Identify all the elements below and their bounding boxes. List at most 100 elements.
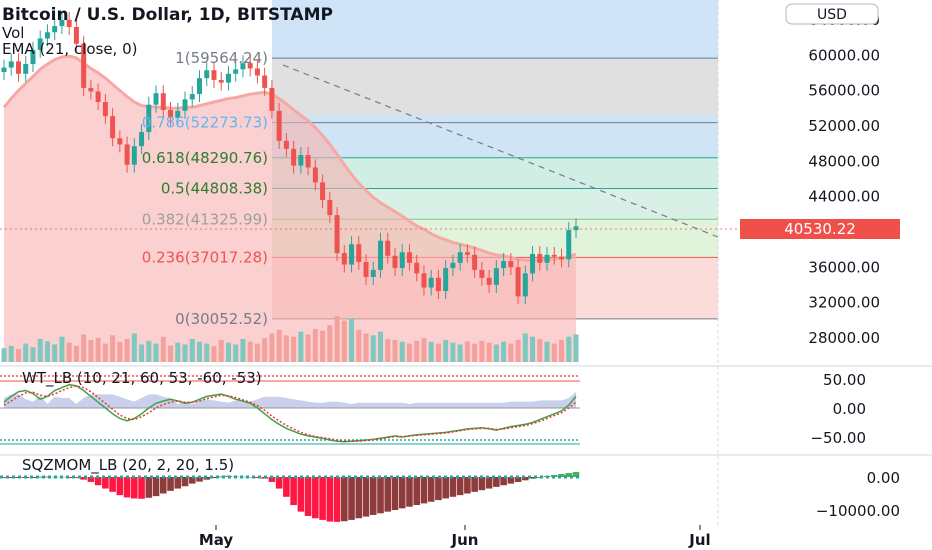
sqz-bar <box>398 477 406 509</box>
sqz-bar <box>275 477 283 489</box>
sqz-bar <box>87 477 95 482</box>
volume-legend[interactable]: Vol <box>2 24 24 42</box>
symbol-title[interactable]: Bitcoin / U.S. Dollar, 1D, BITSTAMP <box>2 5 333 25</box>
wt-pane[interactable] <box>0 375 580 445</box>
sqz-bar <box>196 477 203 482</box>
volume-bar <box>102 343 108 362</box>
sqz-bar <box>464 477 471 494</box>
candle-body <box>254 68 260 76</box>
volume-bar <box>515 339 521 362</box>
candle-body <box>312 167 318 183</box>
candle-body <box>146 104 152 133</box>
volume-bar <box>44 341 50 362</box>
sqz-bar <box>319 477 326 520</box>
candle-body <box>23 64 29 74</box>
fib-level-label: 0.5(44808.38) <box>161 180 268 198</box>
volume-bar <box>254 343 260 362</box>
sqz-legend[interactable]: SQZMOM_LB (20, 2, 20, 1.5) <box>22 456 234 475</box>
sqz-bar <box>572 472 580 477</box>
sqz-axis[interactable]: 0.00 −10000.00 <box>816 469 900 520</box>
volume-bar <box>262 338 268 362</box>
volume-bar <box>472 343 478 362</box>
candle-body <box>392 255 398 269</box>
sqz-bar <box>188 477 196 484</box>
candle-body <box>37 38 43 50</box>
sqz-bar <box>174 477 182 489</box>
ema-legend[interactable]: EMA (21, close, 0) <box>2 40 138 58</box>
price-tick-label: 36000.00 <box>808 258 880 276</box>
volume-bar <box>305 334 311 362</box>
candle-body <box>225 73 231 83</box>
currency-badge[interactable] <box>785 3 879 25</box>
sqz-bar <box>181 477 189 487</box>
candle-body <box>182 99 188 111</box>
wt-axis[interactable]: 50.00 0.00 −50.00 <box>810 371 866 447</box>
fib-level-label: 0.236(37017.28) <box>142 248 268 266</box>
candle-body <box>559 256 565 260</box>
sqz-bar <box>326 477 334 522</box>
volume-bar <box>530 336 536 362</box>
sqz-bar <box>138 477 145 499</box>
time-tick-label: May <box>199 531 234 549</box>
volume-bar <box>341 320 347 362</box>
sqz-bar <box>369 477 377 515</box>
volume-bar <box>435 343 441 362</box>
sqz-bar <box>420 477 428 504</box>
sqz-bar <box>80 477 87 480</box>
trendline[interactable] <box>282 64 719 238</box>
candle-body <box>124 144 130 165</box>
sqz-bar <box>7 477 15 478</box>
price-axis[interactable]: 64000.0060000.0056000.0052000.0048000.00… <box>808 11 880 347</box>
volume-bar <box>211 345 217 362</box>
candle-body <box>44 32 50 39</box>
sqz-bar <box>44 476 51 478</box>
wt1-line <box>3 383 577 443</box>
price-pane[interactable]: 1(59564.24) 0.786(52273.73) 0.618(48290.76… <box>0 0 740 362</box>
volume-bar <box>334 316 340 362</box>
volume-bar <box>428 341 434 362</box>
candle-body <box>472 254 478 270</box>
candle-body <box>501 261 507 269</box>
candle-body <box>508 261 514 268</box>
volume-bar <box>356 329 362 362</box>
volume-bar <box>349 318 355 362</box>
sqz-bar <box>478 477 486 491</box>
candle-body <box>95 91 101 103</box>
sqz-bar <box>116 477 124 496</box>
candle-body <box>73 26 79 44</box>
sqz-bar <box>159 477 167 494</box>
sqz-bar <box>167 477 174 491</box>
sqz-bar <box>362 477 370 517</box>
fib-band-1 <box>272 60 718 115</box>
candle-body <box>320 182 326 201</box>
volume-bar <box>363 333 369 362</box>
volume-bar <box>196 341 202 362</box>
sqz-bar <box>94 477 102 486</box>
candle-body <box>349 244 355 265</box>
wt-legend[interactable]: WT_LB (10, 21, 60, 53, -60, -53) <box>22 369 262 388</box>
volume-bar <box>233 344 239 362</box>
candle-body <box>110 116 116 139</box>
volume-bar <box>175 342 181 362</box>
candle-body <box>8 61 14 68</box>
last-price-text: 40530.22 <box>784 220 856 238</box>
volume-bar <box>240 339 246 362</box>
fib-band-top <box>272 0 718 60</box>
price-tick-label: 56000.00 <box>808 82 880 100</box>
volume-bar <box>117 341 123 362</box>
candle-body <box>414 262 420 274</box>
volume-bar <box>421 338 427 362</box>
candle-body <box>537 253 543 263</box>
sqz-bar <box>406 477 413 507</box>
candle-body <box>356 244 362 262</box>
sqz-bar <box>449 477 457 497</box>
candle-body <box>88 87 94 92</box>
sqz-bar <box>283 477 290 497</box>
candle-body <box>52 26 58 33</box>
time-axis[interactable]: May Jun Jul <box>199 525 711 549</box>
sqz-bar <box>500 477 507 486</box>
price-tick-label: 52000.00 <box>808 117 880 135</box>
volume-bar <box>59 336 65 362</box>
sqz-pane[interactable] <box>0 472 580 522</box>
